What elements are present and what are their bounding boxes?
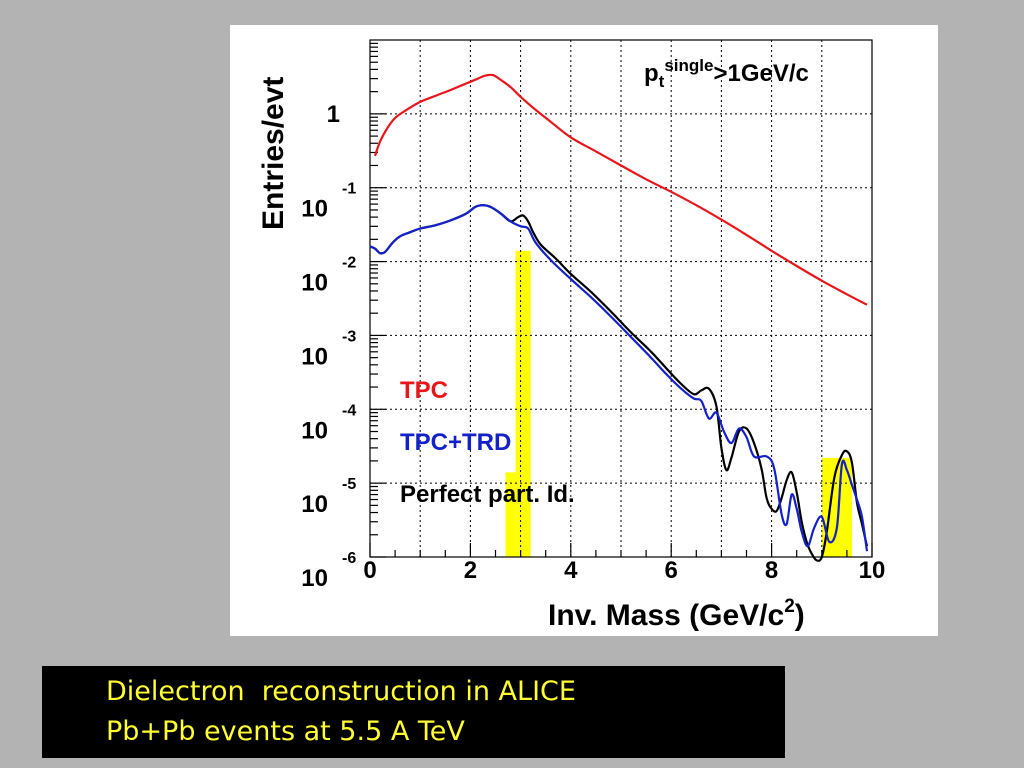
legend: TPC TPC+TRD Perfect part. Id. — [400, 377, 575, 508]
grid — [370, 40, 872, 557]
y-tick-exponent: -3 — [342, 328, 356, 345]
y-tick-exponent: -5 — [342, 476, 356, 493]
plot-panel: 1 10 -1 10 -2 10 -3 10 -4 10 -5 10 -6 0 2 4 6 8 10 Entrie… — [230, 25, 938, 636]
x-tick-label: 0 — [363, 557, 376, 584]
pt-cut-annotation: ptsingle>1GeV/c — [644, 56, 809, 91]
chart: 1 10 -1 10 -2 10 -3 10 -4 10 -5 10 -6 0 2 4 6 8 10 Entrie… — [257, 39, 885, 632]
caption-line-2: Pb+Pb events at 5.5 A TeV — [106, 716, 465, 747]
series-lines — [369, 73, 869, 562]
legend-entry-1: TPC+TRD — [400, 429, 511, 456]
y-tick-label: 10 — [301, 343, 328, 370]
x-axis-title: Inv. Mass (GeV/c2) — [548, 596, 805, 632]
y-tick-label: 1 — [327, 101, 340, 128]
legend-entry-2: Perfect part. Id. — [400, 481, 575, 508]
x-tick-labels: 0 2 4 6 8 10 — [363, 557, 885, 584]
y-tick-label: 10 — [301, 417, 328, 444]
highlight-band-0 — [505, 472, 516, 557]
x-tick-label: 6 — [665, 557, 678, 584]
y-tick-label: 10 — [301, 196, 328, 223]
y-tick-exponent: -6 — [342, 550, 356, 567]
caption-box: Dielectron reconstruction in ALICE Pb+Pb… — [42, 666, 785, 758]
y-tick-label: 10 — [301, 270, 328, 297]
y-tick-exponent: -4 — [342, 402, 356, 419]
legend-entry-0: TPC — [400, 377, 448, 404]
x-tick-label: 10 — [859, 557, 886, 584]
caption-line-1: Dielectron reconstruction in ALICE — [106, 676, 576, 707]
x-tick-label: 8 — [765, 557, 778, 584]
x-tick-label: 2 — [464, 557, 477, 584]
highlight-band-1 — [515, 250, 531, 558]
plot-frame — [369, 39, 873, 558]
y-tick-exponent: -2 — [342, 255, 356, 272]
y-axis-title: Entries/evt — [257, 77, 290, 230]
y-tick-label: 10 — [301, 491, 328, 518]
highlight-band-2 — [821, 457, 852, 557]
series-line-tpc-trd — [369, 204, 869, 552]
series-line-tpc — [373, 73, 868, 306]
x-tick-label: 4 — [564, 557, 578, 584]
y-tick-exponent: -1 — [342, 181, 356, 198]
axis-ticks — [369, 42, 873, 558]
highlight-bands — [505, 250, 852, 558]
y-tick-labels: 1 10 -1 10 -2 10 -3 10 -4 10 -5 10 -6 — [301, 101, 356, 592]
y-tick-label: 10 — [301, 565, 328, 592]
